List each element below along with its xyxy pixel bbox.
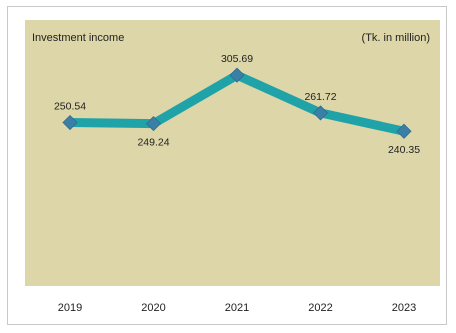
- data-label-2019: 250.54: [54, 101, 86, 113]
- x-tick-label-2019: 2019: [58, 302, 82, 314]
- x-tick-label-2021: 2021: [225, 302, 249, 314]
- marker-group: [62, 67, 412, 139]
- data-point-2019: [62, 114, 78, 131]
- data-label-2020: 249.24: [137, 137, 169, 149]
- x-tick-label-2022: 2022: [308, 302, 332, 314]
- x-tick-label-2020: 2020: [141, 302, 165, 314]
- data-point-2021: [229, 67, 245, 83]
- data-label-2022: 261.72: [304, 91, 336, 103]
- data-point-2022: [312, 105, 329, 121]
- data-point-2023: [396, 123, 412, 139]
- unit-label: (Tk. in million): [362, 32, 430, 44]
- chart-title: Investment income: [32, 32, 124, 44]
- data-label-2023: 240.35: [388, 144, 420, 156]
- data-label-2021: 305.69: [221, 53, 253, 65]
- plot-area: [25, 20, 440, 286]
- x-tick-label-2023: 2023: [392, 302, 416, 314]
- data-point-2020: [145, 116, 162, 132]
- x-tick-group: 2019 2020 2021 2022 2023: [58, 302, 416, 314]
- data-label-group: 250.54 249.24 305.69 261.72 240.35: [54, 53, 420, 156]
